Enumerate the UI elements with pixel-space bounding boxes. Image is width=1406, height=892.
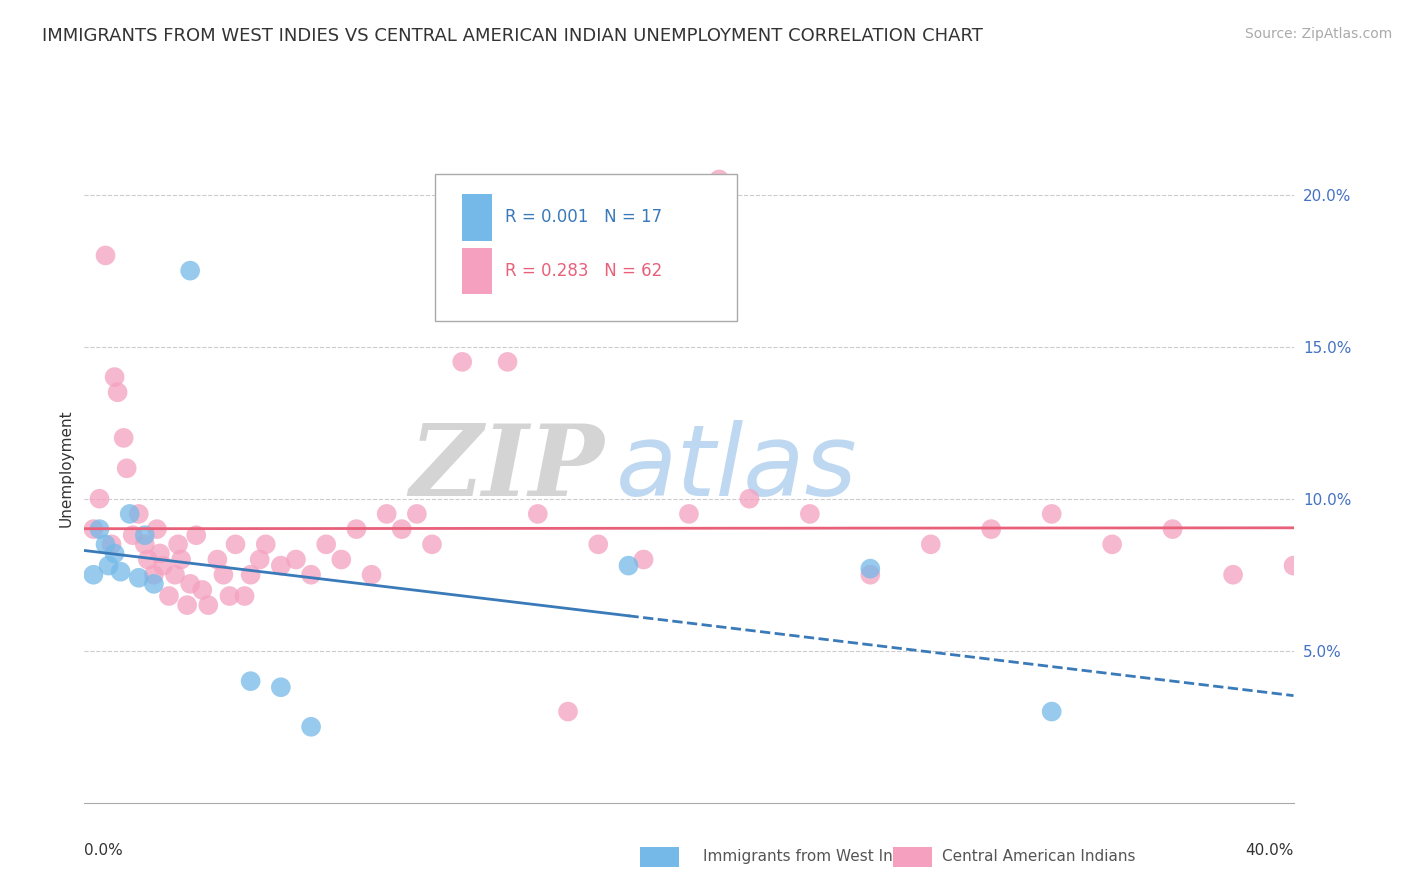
Point	[142, 577, 165, 591]
Point	[1040, 705, 1063, 719]
Point	[170, 552, 193, 566]
Point	[254, 537, 277, 551]
Point	[299, 567, 322, 582]
Point	[1282, 558, 1305, 573]
Point	[167, 537, 190, 551]
Text: Central American Indians: Central American Indians	[942, 849, 1136, 863]
Point	[233, 589, 256, 603]
Point	[249, 552, 271, 566]
Point	[100, 537, 122, 551]
Point	[299, 720, 322, 734]
Bar	[461, 194, 492, 241]
Text: Immigrants from West Indies: Immigrants from West Indies	[703, 849, 924, 863]
Text: ZIP: ZIP	[409, 420, 605, 516]
Point	[176, 598, 198, 612]
Point	[136, 552, 159, 566]
Point	[375, 507, 398, 521]
Point	[360, 567, 382, 582]
Point	[270, 558, 292, 573]
Point	[557, 705, 579, 719]
Point	[239, 567, 262, 582]
Point	[738, 491, 761, 506]
Point	[118, 507, 141, 521]
Point	[179, 577, 201, 591]
Point	[1161, 522, 1184, 536]
Point	[1222, 567, 1244, 582]
Point	[110, 565, 132, 579]
Point	[82, 522, 104, 536]
Point	[89, 491, 111, 506]
Point	[197, 598, 219, 612]
Point	[212, 567, 235, 582]
Point	[82, 567, 104, 582]
Point	[112, 431, 135, 445]
Point	[225, 537, 247, 551]
Point	[146, 522, 169, 536]
Y-axis label: Unemployment: Unemployment	[58, 409, 73, 527]
Point	[859, 567, 882, 582]
Point	[186, 528, 208, 542]
Point	[134, 537, 156, 551]
Point	[142, 567, 165, 582]
Point	[107, 385, 129, 400]
Point	[1101, 537, 1123, 551]
Bar	[461, 247, 492, 294]
Text: Source: ZipAtlas.com: Source: ZipAtlas.com	[1244, 27, 1392, 41]
Text: IMMIGRANTS FROM WEST INDIES VS CENTRAL AMERICAN INDIAN UNEMPLOYMENT CORRELATION : IMMIGRANTS FROM WEST INDIES VS CENTRAL A…	[42, 27, 983, 45]
Point	[207, 552, 229, 566]
Point	[709, 172, 731, 186]
Point	[330, 552, 353, 566]
Point	[191, 582, 214, 597]
Point	[115, 461, 138, 475]
Point	[527, 507, 550, 521]
Point	[128, 507, 150, 521]
Point	[134, 528, 156, 542]
Text: R = 0.001   N = 17: R = 0.001 N = 17	[505, 209, 662, 227]
Point	[920, 537, 942, 551]
FancyBboxPatch shape	[434, 174, 737, 321]
Point	[165, 567, 187, 582]
Point	[496, 355, 519, 369]
Point	[859, 562, 882, 576]
Point	[420, 537, 443, 551]
Text: atlas: atlas	[616, 420, 858, 516]
Point	[104, 370, 127, 384]
Point	[799, 507, 821, 521]
Point	[284, 552, 308, 566]
Point	[617, 558, 640, 573]
Point	[179, 263, 201, 277]
Point	[89, 522, 111, 536]
Point	[1040, 507, 1063, 521]
Point	[97, 558, 120, 573]
Point	[451, 355, 474, 369]
Point	[678, 507, 700, 521]
Point	[406, 507, 429, 521]
Point	[94, 537, 117, 551]
Point	[346, 522, 368, 536]
Point	[128, 571, 150, 585]
Point	[121, 528, 143, 542]
Point	[94, 248, 117, 262]
Point	[239, 674, 262, 689]
Point	[315, 537, 337, 551]
Point	[104, 546, 127, 560]
Point	[980, 522, 1002, 536]
Point	[149, 546, 172, 560]
Text: 0.0%: 0.0%	[84, 843, 124, 858]
Point	[157, 589, 180, 603]
Point	[218, 589, 240, 603]
Point	[588, 537, 610, 551]
Point	[633, 552, 655, 566]
Point	[391, 522, 413, 536]
Text: R = 0.283   N = 62: R = 0.283 N = 62	[505, 262, 662, 280]
Text: 40.0%: 40.0%	[1246, 843, 1294, 858]
Point	[270, 680, 292, 694]
Point	[152, 558, 174, 573]
